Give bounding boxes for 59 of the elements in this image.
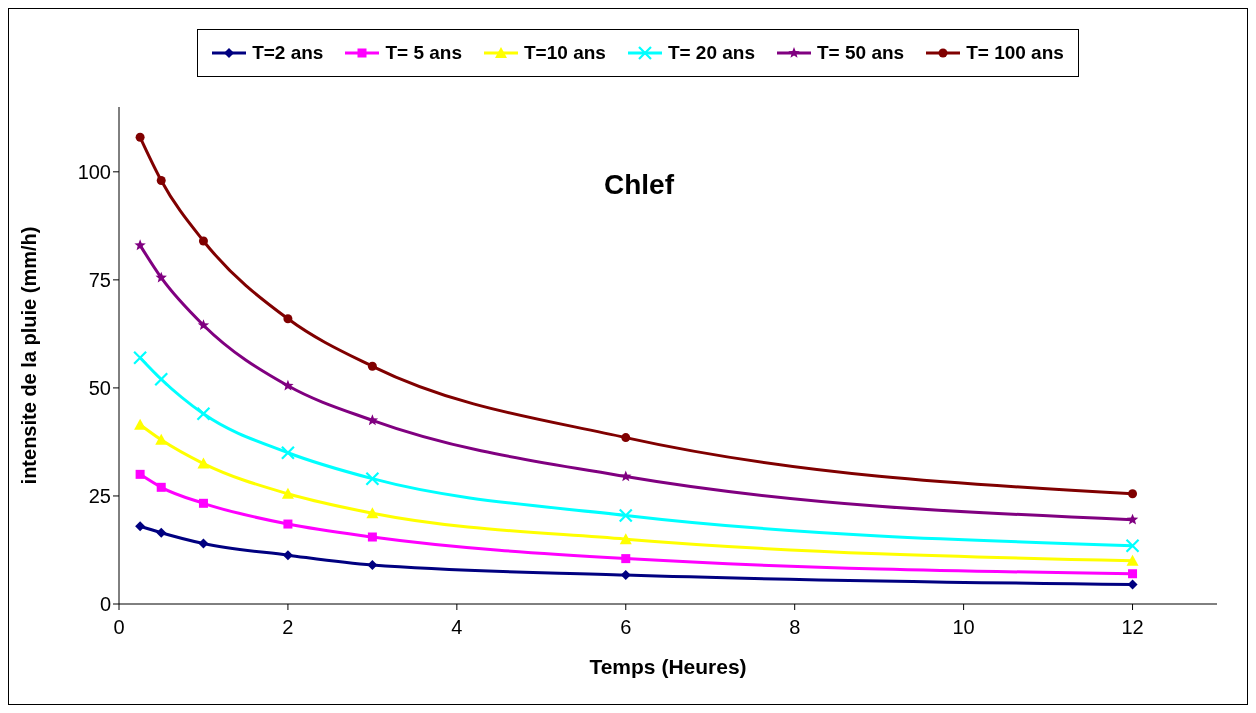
legend-label: T=2 ans [252, 42, 324, 64]
point [619, 533, 632, 545]
point [135, 132, 145, 142]
point [280, 445, 296, 460]
point [367, 532, 377, 542]
point [134, 239, 146, 251]
legend-label: T= 50 ans [817, 42, 905, 64]
point [135, 469, 145, 479]
x-tick-label: 2 [282, 616, 294, 639]
y-axis-title: intensite de la pluie (mm/h) [18, 226, 41, 485]
point [621, 433, 631, 443]
legend-label: T= 100 ans [966, 42, 1064, 64]
point [621, 554, 631, 564]
point [282, 550, 293, 561]
point [367, 361, 377, 371]
legend-label: T=10 ans [524, 42, 606, 64]
y-tick-label: 0 [99, 593, 111, 616]
x-axis-title: Temps (Heures) [589, 655, 747, 678]
x-tick-label: 8 [789, 616, 801, 639]
point [155, 433, 168, 445]
y-tick-label: 50 [88, 377, 111, 400]
point [198, 236, 208, 246]
point [1128, 489, 1138, 499]
point [618, 508, 633, 523]
legend-label: T= 5 ans [385, 42, 463, 64]
x-tick-label: 12 [1121, 616, 1144, 639]
point [282, 379, 294, 391]
point [197, 319, 210, 331]
y-tick-label: 100 [77, 160, 111, 183]
point [156, 527, 167, 538]
x-tick-label: 0 [113, 616, 125, 639]
x-tick-label: 10 [952, 616, 975, 639]
point [1126, 513, 1139, 525]
point [133, 350, 148, 365]
point [135, 521, 146, 532]
point [155, 271, 167, 283]
point [197, 457, 210, 469]
point [283, 519, 293, 529]
text: Chlef [604, 169, 675, 200]
point [281, 487, 294, 499]
x-tick-label: 4 [451, 616, 463, 639]
point [1125, 538, 1140, 553]
point [366, 507, 379, 519]
legend-label: T= 20 ans [667, 42, 756, 64]
point [620, 470, 632, 482]
point [198, 538, 209, 549]
point [367, 560, 378, 571]
y-tick-label: 25 [88, 485, 111, 508]
point [198, 498, 208, 508]
y-tick-label: 75 [88, 268, 111, 291]
point [365, 471, 380, 486]
point [156, 482, 166, 492]
point [283, 314, 293, 324]
point [1128, 569, 1138, 579]
point [1126, 554, 1139, 566]
x-tick-label: 6 [620, 616, 632, 639]
point [196, 406, 211, 421]
point [156, 175, 166, 185]
point [154, 372, 169, 387]
